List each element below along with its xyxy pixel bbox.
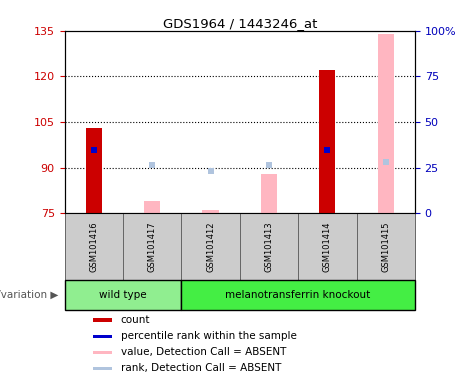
Bar bbox=[181, 280, 415, 310]
Bar bbox=[202, 210, 219, 214]
Text: genotype/variation ▶: genotype/variation ▶ bbox=[0, 290, 59, 300]
Bar bbox=[93, 351, 112, 354]
Text: value, Detection Call = ABSENT: value, Detection Call = ABSENT bbox=[121, 348, 286, 358]
Text: GSM101415: GSM101415 bbox=[381, 222, 390, 272]
Bar bbox=[378, 34, 394, 214]
Bar bbox=[65, 280, 181, 310]
Text: GSM101416: GSM101416 bbox=[89, 222, 98, 272]
Bar bbox=[181, 214, 240, 280]
Text: melanotransferrin knockout: melanotransferrin knockout bbox=[225, 290, 371, 300]
Text: rank, Detection Call = ABSENT: rank, Detection Call = ABSENT bbox=[121, 363, 281, 373]
Bar bbox=[93, 366, 112, 370]
Bar bbox=[93, 334, 112, 338]
Bar bbox=[240, 214, 298, 280]
Bar bbox=[261, 174, 277, 214]
Text: count: count bbox=[121, 315, 150, 325]
Text: percentile rank within the sample: percentile rank within the sample bbox=[121, 331, 296, 341]
Bar bbox=[86, 128, 102, 214]
Title: GDS1964 / 1443246_at: GDS1964 / 1443246_at bbox=[163, 17, 317, 30]
Bar bbox=[298, 214, 356, 280]
Text: GSM101414: GSM101414 bbox=[323, 222, 332, 272]
Bar bbox=[319, 70, 336, 214]
Text: GSM101417: GSM101417 bbox=[148, 222, 157, 272]
Text: wild type: wild type bbox=[99, 290, 147, 300]
Bar bbox=[123, 214, 181, 280]
Bar bbox=[144, 201, 160, 214]
Text: GSM101413: GSM101413 bbox=[265, 222, 273, 272]
Bar bbox=[356, 214, 415, 280]
Bar bbox=[93, 318, 112, 322]
Text: GSM101412: GSM101412 bbox=[206, 222, 215, 272]
Bar bbox=[65, 214, 123, 280]
